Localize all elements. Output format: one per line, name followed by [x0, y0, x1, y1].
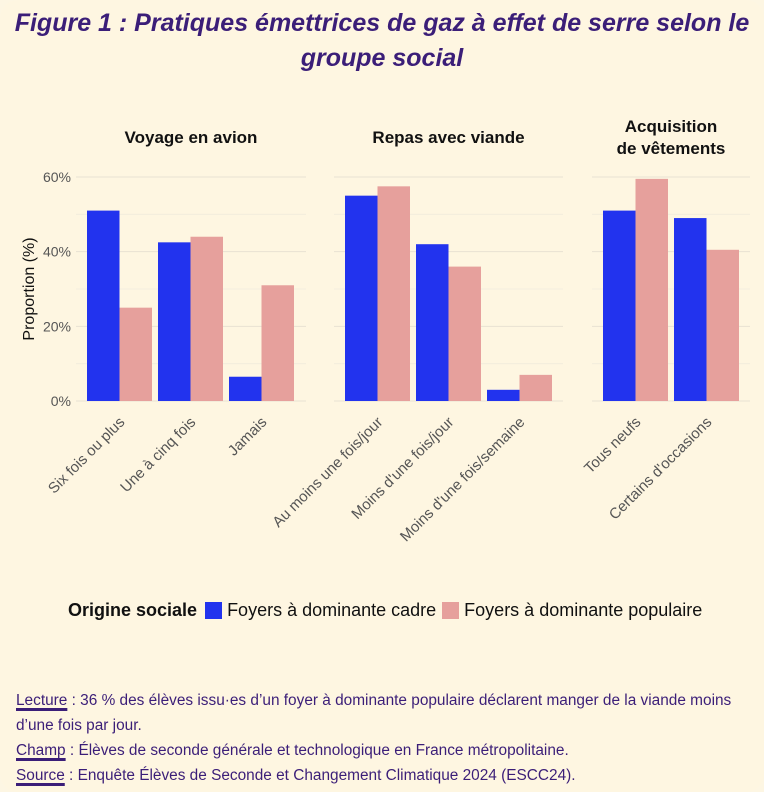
bar-populaire [448, 266, 481, 401]
legend: Origine sociale Foyers à dominante cadre… [68, 598, 708, 622]
bar-cadre [603, 210, 636, 401]
legend-title: Origine sociale [68, 599, 198, 620]
note-champ: Champ : Élèves de seconde générale et te… [16, 738, 760, 763]
legend-swatch-cadre [205, 601, 223, 619]
x-tick-label: Jamais [225, 414, 271, 460]
y-tick-label: 20% [43, 318, 71, 334]
note-champ-label: Champ [16, 742, 66, 759]
note-lecture-label: Lecture [16, 692, 68, 709]
bar-populaire [635, 178, 668, 401]
bar-populaire [190, 236, 223, 401]
panel-title: Voyage en avion [125, 128, 258, 147]
y-axis-label: Proportion (%) [21, 237, 38, 340]
figure-notes: Lecture : 36 % des élèves issu·es d’un f… [16, 688, 760, 788]
bar-populaire [119, 307, 152, 401]
bar-populaire [519, 374, 552, 401]
panel-title: Repas avec viande [372, 128, 524, 147]
y-tick-label: 0% [51, 393, 71, 409]
bar-cadre [158, 242, 191, 401]
bar-populaire [261, 285, 294, 401]
bar-cadre [345, 195, 378, 401]
x-tick-label: Moins d'une fois/semaine [397, 414, 528, 545]
note-lecture-text: : 36 % des élèves issu·es d’un foyer à d… [16, 692, 732, 734]
legend-label-populaire: Foyers à dominante populaire [464, 599, 703, 620]
bar-cadre [674, 218, 707, 401]
bar-chart: Proportion (%) 0% 20% 40% 60% Voyage en avion… [21, 117, 750, 545]
legend-swatch-populaire [442, 601, 460, 619]
note-source-label: Source [16, 767, 65, 784]
bar-cadre [229, 376, 262, 401]
x-tick-label: Tous neufs [581, 414, 644, 477]
x-tick-label: Une à cinq fois [117, 414, 199, 496]
bar-cadre [416, 244, 449, 401]
legend-item-cadre: Foyers à dominante cadre [205, 600, 436, 621]
bar-cadre [87, 210, 120, 401]
note-source: Source : Enquête Élèves de Seconde et Ch… [16, 763, 760, 788]
bar-populaire [706, 249, 739, 401]
panel-title: de vêtements [617, 139, 726, 158]
y-tick-label: 60% [43, 169, 71, 185]
x-tick-label: Six fois ou plus [45, 414, 128, 497]
note-champ-text: : Élèves de seconde générale et technolo… [65, 742, 569, 759]
panel-title: Acquisition [625, 117, 718, 136]
bar-cadre [487, 389, 520, 401]
legend-item-populaire: Foyers à dominante populaire [442, 600, 702, 621]
note-source-text: : Enquête Élèves de Seconde et Changemen… [64, 767, 576, 784]
note-lecture: Lecture : 36 % des élèves issu·es d’un f… [16, 688, 760, 738]
legend-label-cadre: Foyers à dominante cadre [227, 599, 437, 620]
bar-populaire [377, 186, 410, 401]
figure-title: Figure 1 : Pratiques émettrices de gaz à… [14, 9, 750, 72]
y-tick-label: 40% [43, 244, 71, 260]
